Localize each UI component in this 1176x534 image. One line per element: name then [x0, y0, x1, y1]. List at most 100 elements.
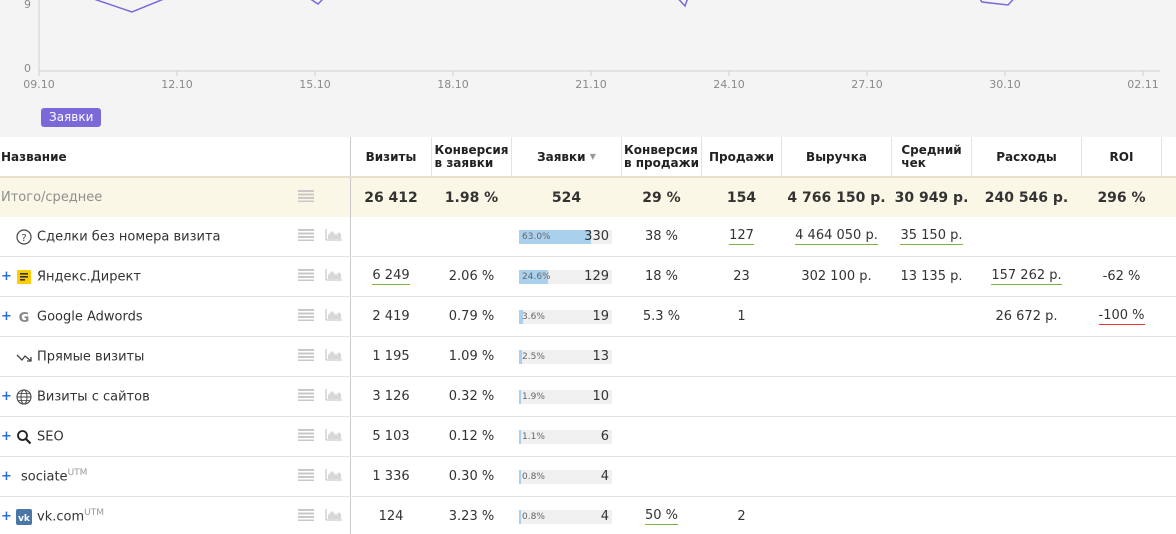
table-row[interactable]: Прямые визиты 1 195 1.09 % 2.5% 13 [0, 337, 1176, 377]
source-name[interactable]: vk.comUTM [37, 508, 104, 524]
leads-bar[interactable]: 0.8% 4 [519, 509, 612, 524]
header-conv-leads[interactable]: Конверсия в заявки [432, 137, 511, 176]
list-icon[interactable] [298, 228, 314, 245]
expand-icon[interactable]: + [1, 269, 12, 284]
row-name-cell: ? Сделки без номера визита [0, 217, 350, 256]
roi-value[interactable]: -100 % [1098, 308, 1145, 325]
expand-icon[interactable]: + [1, 389, 12, 404]
conv-leads-cell: 0.32 % [448, 389, 495, 404]
sales-cell: 2 [702, 497, 781, 534]
sort-desc-icon: ▼ [589, 152, 596, 161]
area-chart-icon[interactable] [325, 468, 343, 485]
visits-value[interactable]: 2 419 [372, 309, 410, 324]
source-name[interactable]: Прямые визиты [37, 348, 144, 365]
header-conv-sales[interactable]: Конверсия в продажи [622, 137, 701, 176]
area-chart-icon[interactable] [325, 308, 343, 325]
source-name[interactable]: Яндекс.Директ [37, 268, 141, 285]
leads-bar[interactable]: 2.5% 13 [519, 349, 612, 364]
avg-check-value[interactable]: 13 135 р. [900, 269, 963, 284]
header-name[interactable]: Название [1, 149, 67, 164]
visits-value[interactable]: 3 126 [372, 389, 410, 404]
table-row[interactable]: + G Google Adwords 2 419 0.79 % 3.6% 19 … [0, 297, 1176, 337]
table-row[interactable]: + sociateUTM 1 336 0.30 % 0.8% 4 [0, 457, 1176, 497]
leads-line-chart: 9 0 09.10 12.10 15.10 18.10 21.10 24.10 27.10 3… [23, 0, 1160, 91]
source-name[interactable]: Визиты с сайтов [37, 388, 150, 405]
revenue-cell [782, 497, 891, 534]
chart-area: 9 0 09.10 12.10 15.10 18.10 21.10 24.10 27.10 3… [0, 0, 1176, 137]
area-chart-icon[interactable] [325, 388, 343, 405]
visits-value[interactable]: 5 103 [372, 429, 410, 444]
sales-value[interactable]: 1 [737, 309, 746, 324]
x-tick: 18.10 [437, 78, 469, 91]
list-icon[interactable] [298, 508, 314, 525]
table-row[interactable]: + SEO 5 103 0.12 % 1.1% 6 [0, 417, 1176, 457]
legend-leads-badge[interactable]: Заявки [41, 108, 102, 127]
sales-value[interactable]: 127 [729, 228, 754, 245]
search-icon [16, 429, 32, 445]
list-icon[interactable] [298, 388, 314, 405]
list-icon[interactable] [298, 308, 314, 325]
avg-check-cell [892, 457, 971, 496]
header-expenses[interactable]: Расходы [996, 149, 1057, 164]
leads-bar[interactable]: 63.0% 330 [519, 229, 612, 244]
header-leads[interactable]: Заявки ▼ [512, 137, 621, 176]
expenses-value[interactable]: 157 262 р. [991, 268, 1062, 285]
area-chart-icon[interactable] [325, 268, 343, 285]
area-chart-icon[interactable] [325, 508, 343, 525]
expand-icon[interactable]: + [1, 509, 12, 524]
list-icon[interactable] [298, 428, 314, 445]
header-visits[interactable]: Визиты [365, 149, 417, 164]
table-row[interactable]: + Визиты с сайтов 3 126 0.32 % 1.9% 10 [0, 377, 1176, 417]
expand-icon[interactable]: + [1, 429, 12, 444]
visits-cell: 1 195 [351, 337, 431, 376]
total-conv-sales: 29 % [642, 189, 681, 206]
row-name-cell: + Визиты с сайтов [0, 377, 350, 416]
sales-value[interactable]: 23 [733, 269, 750, 284]
leads-bar[interactable]: 24.6% 129 [519, 269, 612, 284]
utm-badge: UTM [67, 468, 88, 479]
source-name[interactable]: Сделки без номера визита [37, 228, 221, 245]
sales-cell [702, 457, 781, 496]
visits-value[interactable]: 124 [378, 509, 404, 524]
leads-bar[interactable]: 3.6% 19 [519, 309, 612, 324]
area-chart-icon[interactable] [325, 348, 343, 365]
visits-value[interactable]: 1 336 [372, 469, 410, 484]
list-icon[interactable] [298, 348, 314, 365]
conv-sales-cell [622, 337, 701, 376]
avg-check-value[interactable]: 35 150 р. [900, 228, 963, 245]
expenses-value[interactable]: 26 672 р. [995, 309, 1058, 324]
expand-icon[interactable]: + [1, 309, 12, 324]
svg-text:vk: vk [18, 514, 31, 524]
leads-value: 4 [600, 469, 609, 484]
list-icon[interactable] [298, 268, 314, 285]
expand-icon[interactable]: + [1, 469, 12, 484]
row-name-cell: + sociateUTM [0, 457, 350, 496]
header-avg-check[interactable]: Средний чек [892, 137, 971, 176]
table-row[interactable]: + Яндекс.Директ 6 249 2.06 % 24.6% 129 1… [0, 257, 1176, 297]
visits-value[interactable]: 6 249 [372, 268, 410, 285]
area-chart-icon[interactable] [325, 428, 343, 445]
visits-cell: 124 [351, 497, 431, 534]
table-row[interactable]: + vk vk.comUTM 124 3.23 % 0.8% 4 50 % 2 [0, 497, 1176, 534]
source-name[interactable]: Google Adwords [37, 308, 143, 325]
roi-value[interactable]: -62 % [1102, 269, 1141, 284]
visits-value[interactable]: 1 195 [372, 349, 410, 364]
total-revenue: 4 766 150 р. [787, 189, 886, 206]
source-name[interactable]: sociateUTM [21, 468, 87, 484]
leads-bar-fill [519, 230, 592, 244]
leads-bar[interactable]: 0.8% 4 [519, 469, 612, 484]
leads-bar[interactable]: 1.1% 6 [519, 429, 612, 444]
list-icon[interactable] [298, 468, 314, 485]
conv-leads-cell: 3.23 % [448, 509, 495, 524]
leads-bar[interactable]: 1.9% 10 [519, 389, 612, 404]
header-revenue[interactable]: Выручка [806, 149, 867, 164]
sales-value[interactable]: 2 [737, 509, 746, 524]
source-name[interactable]: SEO [37, 428, 64, 445]
header-sales[interactable]: Продажи [708, 149, 774, 164]
revenue-value[interactable]: 4 464 050 р. [795, 228, 878, 245]
list-icon[interactable] [298, 189, 314, 206]
revenue-value[interactable]: 302 100 р. [801, 269, 872, 284]
area-chart-icon[interactable] [325, 228, 343, 245]
header-roi[interactable]: ROI [1109, 149, 1134, 164]
table-row[interactable]: ? Сделки без номера визита 63.0% 330 38 … [0, 217, 1176, 257]
